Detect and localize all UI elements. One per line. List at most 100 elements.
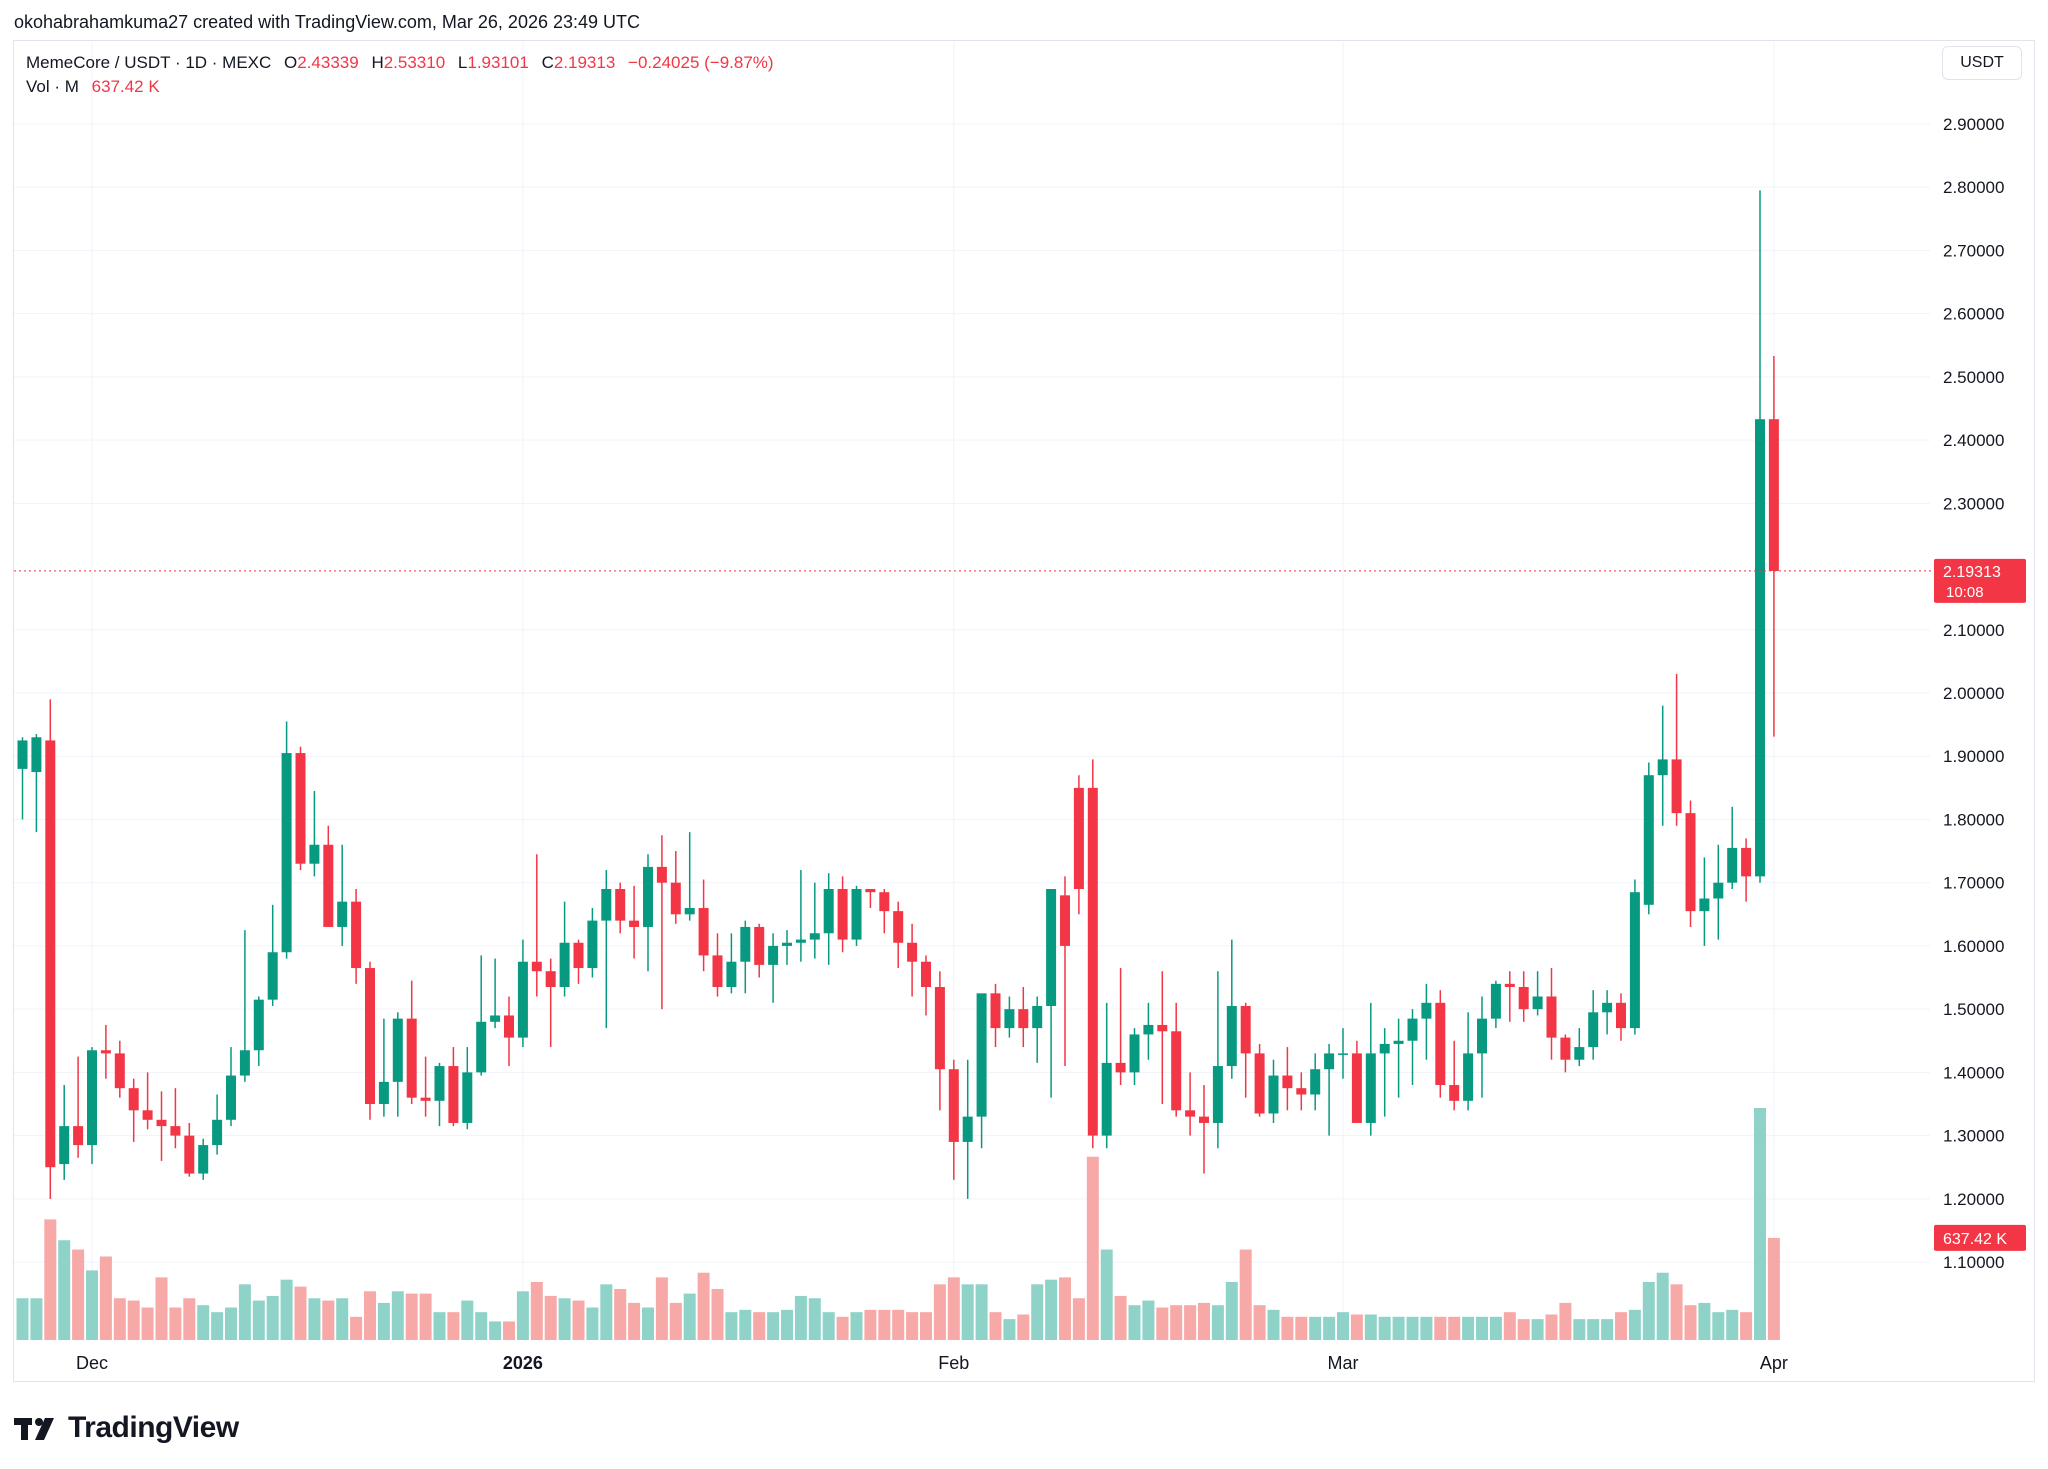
candle-body [1268,1075,1279,1114]
candle-body [545,971,556,988]
candle [1282,1047,1293,1111]
created-by-text: okohabrahamkuma27 created with TradingVi… [14,12,641,32]
volume-bar [1350,1314,1363,1340]
candle [1240,1002,1251,1098]
candle [1435,990,1446,1098]
candle-body [1560,1037,1571,1060]
candle-body [406,1018,417,1098]
time-axis[interactable]: Dec 2026 Feb Mar Apr [76,1353,1788,1373]
volume-bar [1476,1316,1488,1340]
volume-bar [72,1249,85,1340]
volume-bar [225,1307,237,1340]
candle-body [142,1110,153,1120]
candle [295,746,306,871]
candle [462,1047,473,1130]
candle [1588,990,1599,1060]
currency-selector[interactable]: USDT [1942,46,2022,80]
candle-body [295,753,306,864]
price-tick-label: 1.70000 [1943,874,2004,893]
low-label: L [457,53,468,72]
price-tick-label: 2.40000 [1943,431,2004,450]
candle-body [1755,419,1765,877]
candle-body [698,907,709,956]
candle [1185,1072,1196,1136]
candle-body [1657,759,1668,776]
volume-bar [850,1312,863,1340]
candle [1365,1002,1376,1136]
price-markers: 2.19313 10:08 637.42 K [14,558,2026,1251]
open-label: O [284,53,298,72]
volume-label[interactable]: Vol · M [26,77,79,96]
volume-bar [920,1312,932,1340]
candle [1463,1012,1474,1111]
candle [1546,968,1557,1060]
candle-body [1741,847,1752,877]
candle [1755,190,1765,883]
candle [1490,980,1501,1029]
candle [1254,1043,1265,1117]
candle [670,851,681,924]
candle [212,1094,223,1155]
tradingview-logo-text: TradingView [68,1411,239,1444]
candle [1768,355,1779,737]
candle [504,996,514,1067]
candle [976,993,987,1149]
volume-bar [1337,1312,1349,1340]
volume-bar [127,1300,140,1340]
candle [531,854,542,997]
candle [59,1085,70,1180]
candle-body [740,926,751,962]
volume-bar [350,1316,363,1340]
volume-bar [1142,1300,1155,1340]
candle-body [212,1119,223,1146]
candle-body [1060,895,1070,946]
volume-bar [155,1277,168,1340]
candle-body [504,1015,514,1038]
price-axis[interactable]: 2.90000 2.80000 2.70000 2.60000 2.50000 2.400… [1943,115,2004,1272]
volume-bar [1392,1316,1405,1340]
volume-bar [1017,1314,1030,1340]
candle [1351,1040,1362,1123]
volume-bar [1309,1316,1322,1340]
volume-bar [211,1312,224,1340]
volume-bar [1281,1316,1294,1340]
candle-body [1463,1053,1474,1101]
candle [1532,971,1543,1016]
volume-bar [1462,1316,1475,1340]
volume-bar [1684,1305,1697,1340]
volume-bar [1114,1295,1127,1340]
volume-bar [989,1312,1002,1340]
tradingview-logo-icon [14,1418,54,1440]
volume-bar [1503,1312,1516,1340]
volume-bar [1267,1309,1280,1340]
tradingview-logo[interactable]: TradingView [14,1408,239,1448]
last-price-badge [1934,558,2026,603]
candle [142,1072,153,1130]
candle [990,983,1001,1048]
symbol-label[interactable]: MemeCore / USDT · 1D · MEXC [26,53,272,72]
candle-body [921,961,931,988]
volume-bar [1656,1272,1669,1340]
volume-bar [642,1307,654,1340]
volume-bar [58,1240,71,1340]
time-tick-label: 2026 [503,1353,543,1373]
volume-value: 637.42 K [91,77,160,96]
volume-bar [558,1298,571,1340]
candle [1518,971,1529,1022]
candle-body [768,945,779,965]
candle [1657,705,1668,826]
candle-body [559,942,570,988]
candle-body [531,961,542,972]
volume-bar [336,1298,349,1340]
candle [1741,838,1752,902]
volume-badge [1934,1224,2026,1251]
volume-bar [614,1288,627,1340]
candle [1727,806,1738,890]
candle-body [1185,1110,1196,1117]
candle-body [114,1053,125,1089]
candle-body [1504,983,1515,988]
candle [948,1059,959,1180]
volume-bar [1545,1314,1558,1340]
candle [1101,1002,1112,1149]
